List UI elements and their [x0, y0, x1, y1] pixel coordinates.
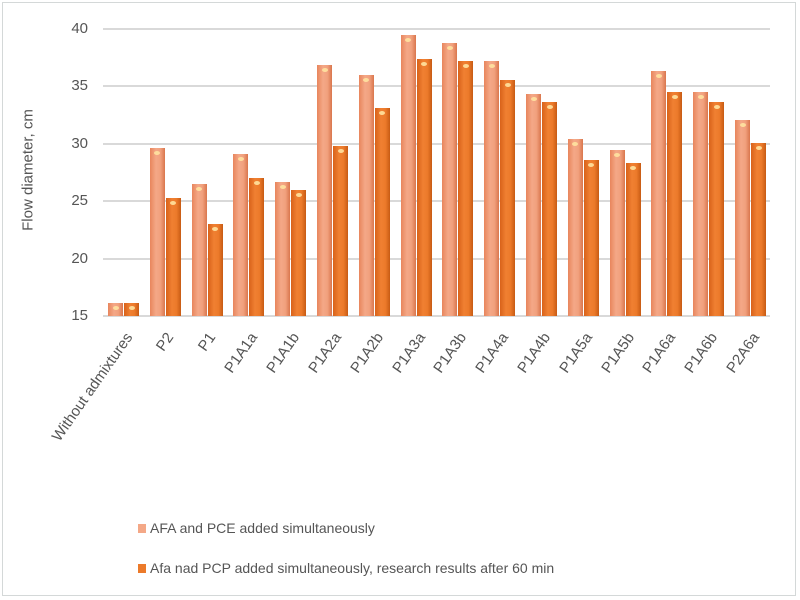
legend-swatch-icon — [138, 523, 146, 533]
bar-highlight — [630, 166, 637, 171]
bar-highlight — [446, 45, 453, 50]
bar-series-2 — [249, 178, 265, 316]
bar-series-2 — [458, 61, 474, 316]
y-tick-label: 40 — [71, 20, 88, 37]
bar-highlight — [196, 186, 203, 191]
bar-series-1 — [358, 74, 374, 316]
bar-series-2 — [625, 163, 641, 316]
bar-highlight — [128, 306, 135, 311]
bar-series-2 — [165, 197, 181, 316]
bar-series-2 — [667, 92, 683, 316]
bar-series-1 — [484, 61, 500, 316]
bar-highlight — [170, 200, 177, 205]
bar-highlight — [212, 227, 219, 232]
legend-swatch-icon — [138, 563, 146, 573]
bar-series-2 — [583, 159, 599, 316]
y-tick-label: 20 — [71, 249, 88, 267]
bar-series-2 — [416, 58, 432, 316]
gridline — [103, 85, 770, 88]
bar-highlight — [572, 142, 579, 147]
bar-highlight — [671, 95, 678, 100]
gridline — [103, 28, 770, 30]
bar-highlight — [253, 181, 260, 186]
bar-highlight — [530, 97, 537, 102]
bar-series-2 — [709, 102, 725, 316]
bar-highlight — [279, 184, 286, 189]
bar-series-1 — [317, 64, 332, 316]
bar-series-2 — [333, 146, 348, 316]
y-tick-label: 25 — [71, 192, 88, 210]
bar-highlight — [655, 74, 662, 79]
bar-series-1 — [149, 148, 165, 316]
bar-highlight — [237, 157, 244, 162]
gridline — [103, 200, 770, 203]
bar-series-1 — [609, 149, 625, 316]
bar-highlight — [112, 306, 119, 311]
bar-series-1 — [233, 154, 249, 316]
legend-label: Afa nad PCP added simultaneously, resear… — [150, 560, 555, 576]
bar-highlight — [421, 61, 428, 66]
legend-item-series-1: AFA and PCE added simultaneously — [138, 520, 375, 536]
bar-highlight — [295, 192, 302, 197]
legend-label: AFA and PCE added simultaneously — [150, 520, 375, 536]
gridline — [103, 315, 770, 317]
y-tick-label: 30 — [71, 134, 88, 152]
bar-highlight — [614, 152, 621, 157]
gridline — [103, 142, 770, 145]
bar-series-1 — [735, 119, 750, 316]
bar-series-1 — [108, 303, 123, 316]
bar-series-2 — [374, 108, 390, 316]
bar-highlight — [504, 82, 511, 87]
bar-highlight — [154, 151, 161, 156]
bar-series-2 — [500, 79, 516, 316]
bar-highlight — [462, 64, 469, 69]
legend-item-series-2: Afa nad PCP added simultaneously, resear… — [138, 560, 554, 576]
bar-highlight — [379, 111, 386, 116]
bar-highlight — [697, 95, 704, 100]
y-tick-label: 35 — [71, 77, 88, 95]
bar-series-1 — [526, 94, 541, 316]
bar-highlight — [321, 67, 328, 72]
bar-series-2 — [207, 224, 223, 316]
gridline — [103, 257, 770, 260]
bar-highlight — [405, 37, 412, 42]
bar-highlight — [488, 64, 495, 69]
bar-series-2 — [124, 303, 139, 316]
bar-series-1 — [567, 139, 583, 316]
bar-series-2 — [751, 142, 766, 316]
bar-highlight — [755, 145, 762, 150]
bar-series-1 — [442, 42, 458, 316]
bar-series-2 — [291, 189, 307, 316]
y-axis-label: Flow diameter, cm — [19, 109, 37, 231]
bar-highlight — [588, 162, 595, 167]
bar-series-1 — [275, 181, 291, 316]
bar-highlight — [363, 77, 370, 82]
bar-highlight — [337, 149, 344, 154]
bar-series-1 — [693, 92, 709, 316]
bar-highlight — [713, 105, 720, 110]
y-tick-label: 15 — [71, 307, 88, 324]
bar-series-2 — [542, 102, 557, 316]
bar-highlight — [546, 105, 553, 110]
bar-series-1 — [191, 183, 207, 316]
bar-series-1 — [400, 34, 416, 316]
bar-highlight — [739, 122, 746, 127]
bar-series-1 — [651, 71, 667, 316]
